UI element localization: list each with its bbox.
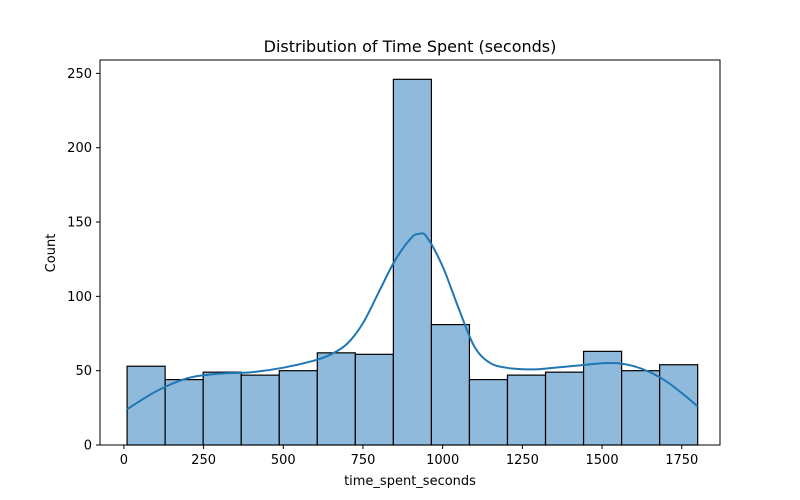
histogram-bar <box>202 371 242 446</box>
histogram-bar <box>621 370 661 446</box>
y-axis-ticks: 0 50 100 150 200 250 <box>67 67 100 454</box>
y-tick-label: 0 <box>84 439 92 454</box>
x-tick-label: 250 <box>191 453 216 468</box>
histogram-bar <box>582 350 623 446</box>
chart-title: Distribution of Time Spent (seconds) <box>264 37 557 56</box>
histogram-bar <box>468 378 509 446</box>
histogram-bar <box>392 78 433 446</box>
histogram-bar <box>316 352 356 446</box>
histogram-bar <box>354 353 394 446</box>
x-tick-label: 750 <box>351 453 376 468</box>
y-tick-label: 100 <box>67 290 92 305</box>
x-axis-label: time_spent_seconds <box>344 474 476 489</box>
y-tick-label: 50 <box>75 364 92 379</box>
kde-curve <box>126 232 699 411</box>
x-tick-label: 0 <box>120 453 128 468</box>
x-tick-label: 1750 <box>665 453 698 468</box>
histogram-bar <box>278 370 318 446</box>
histogram-bar <box>240 374 280 446</box>
x-axis-ticks: 0 250 500 750 1000 1250 1500 1750 <box>120 445 698 468</box>
x-tick-label: 1000 <box>426 453 459 468</box>
histogram-bar <box>506 374 547 446</box>
histogram-bar <box>164 378 204 446</box>
bars-group <box>126 78 699 446</box>
histogram-bar <box>430 323 471 446</box>
y-axis-label: Count <box>44 234 59 273</box>
x-tick-label: 1500 <box>586 453 619 468</box>
x-tick-label: 1250 <box>506 453 539 468</box>
y-tick-label: 150 <box>67 216 92 231</box>
y-tick-label: 200 <box>67 141 92 156</box>
plot-frame <box>99 59 721 446</box>
y-tick-label: 250 <box>67 67 92 82</box>
histogram-bar <box>659 364 699 446</box>
x-tick-label: 500 <box>271 453 296 468</box>
histogram-bar <box>544 371 585 446</box>
